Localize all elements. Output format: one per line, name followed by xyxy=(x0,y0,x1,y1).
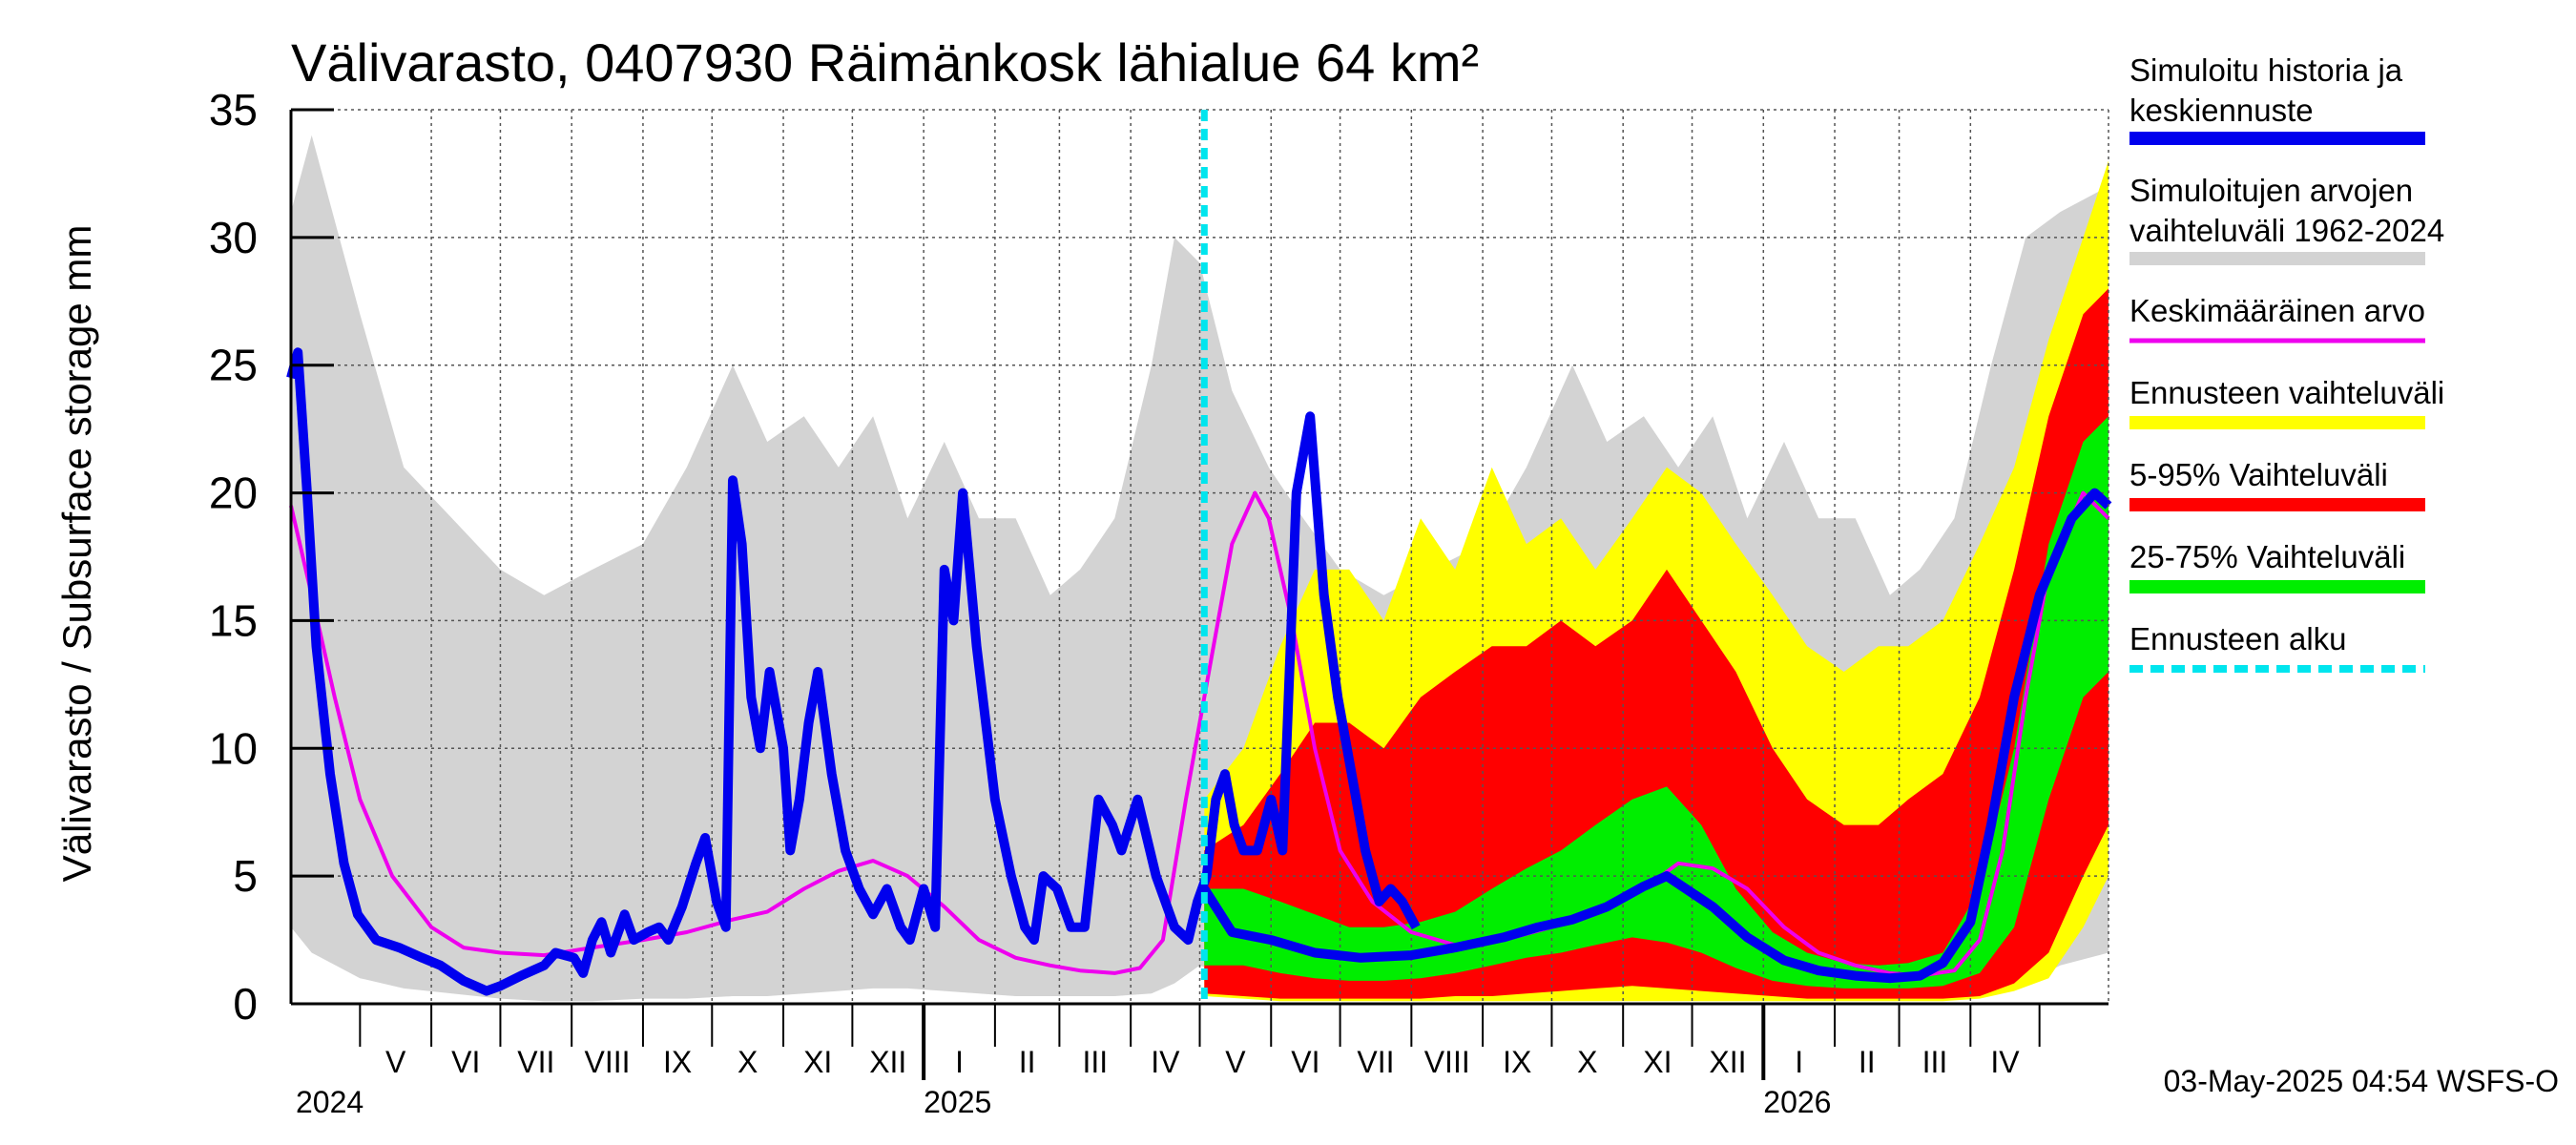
year-label: 2026 xyxy=(1763,1085,1831,1119)
legend-label-line2: keskiennuste xyxy=(2129,93,2314,128)
month-label: IX xyxy=(663,1045,692,1079)
month-label: VIII xyxy=(1424,1045,1470,1079)
legend-label: Keskimääräinen arvo xyxy=(2129,293,2425,328)
legend-item: Ennusteen vaihteluväli xyxy=(2129,375,2444,429)
p25-75-area xyxy=(1204,416,2109,989)
month-label: IV xyxy=(1990,1045,2020,1079)
legend-label: 5-95% Vaihteluväli xyxy=(2129,457,2388,492)
month-label: VII xyxy=(1357,1045,1394,1079)
chart-title: Välivarasto, 0407930 Räimänkosk lähialue… xyxy=(291,32,1479,93)
mean-forecast-line xyxy=(1200,488,2112,984)
series-lines xyxy=(286,347,2112,996)
legend-label-line1: Simuloitu historia ja xyxy=(2129,52,2403,88)
month-label: II xyxy=(1859,1045,1876,1079)
month-label: I xyxy=(955,1045,964,1079)
p5-95-area xyxy=(1204,288,2109,999)
month-label: VI xyxy=(1291,1045,1319,1079)
y-axis-label: Välivarasto / Subsurface storage mm xyxy=(54,225,99,883)
month-label: II xyxy=(1019,1045,1036,1079)
y-tick-label: 30 xyxy=(209,213,258,262)
simulated-history-line xyxy=(286,347,1421,996)
month-label: III xyxy=(1922,1045,1948,1079)
month-label: VII xyxy=(517,1045,554,1079)
month-label: IX xyxy=(1503,1045,1531,1079)
year-label: 2024 xyxy=(296,1085,364,1119)
legend-label: 25-75% Vaihteluväli xyxy=(2129,539,2405,574)
legend-label: Ennusteen vaihteluväli xyxy=(2129,375,2444,410)
y-tick-label: 10 xyxy=(209,723,258,773)
month-label: IV xyxy=(1151,1045,1180,1079)
legend-item: Simuloitu historia ja keskiennuste xyxy=(2129,52,2425,145)
y-tick-label: 20 xyxy=(209,468,258,518)
grid xyxy=(291,109,2109,1004)
legend-item: 5-95% Vaihteluväli xyxy=(2129,457,2425,511)
legend-item: Simuloitujen arvojen vaihteluväli 1962-20… xyxy=(2129,173,2444,265)
y-tick-label: 5 xyxy=(233,851,258,901)
month-label: XI xyxy=(803,1045,832,1079)
legend-item: Keskimääräinen arvo xyxy=(2129,293,2425,344)
y-axis-ticks: 0 5 10 15 20 25 30 35 xyxy=(209,85,334,1029)
month-label: X xyxy=(737,1045,758,1079)
average-line xyxy=(289,490,2110,978)
month-label: VIII xyxy=(585,1045,631,1079)
month-label: I xyxy=(1795,1045,1803,1079)
month-label: V xyxy=(385,1045,406,1079)
legend-label-line1: Simuloitujen arvojen xyxy=(2129,173,2413,208)
legend-label-line2: vaihteluväli 1962-2024 xyxy=(2129,213,2444,248)
month-label: III xyxy=(1082,1045,1108,1079)
x-axis-months: V VI VII VIII IX X XI XII I II III IV V VI VII VIII IX X X… xyxy=(359,1004,2041,1080)
month-label: V xyxy=(1225,1045,1246,1079)
footer-timestamp: 03-May-2025 04:54 WSFS-O xyxy=(2164,1064,2559,1098)
year-label: 2025 xyxy=(924,1085,991,1119)
y-tick-label: 15 xyxy=(209,595,258,645)
forecast-bands xyxy=(1204,160,2109,1002)
month-label: XII xyxy=(1709,1045,1746,1079)
legend-label: Ennusteen alku xyxy=(2129,621,2347,656)
month-label: VI xyxy=(451,1045,480,1079)
legend-item: 25-75% Vaihteluväli xyxy=(2129,539,2425,593)
y-tick-label: 25 xyxy=(209,341,258,390)
month-label: XII xyxy=(869,1045,906,1079)
legend: Simuloitu historia jakeskiennusteSimuloi… xyxy=(2129,52,2444,673)
y-tick-label: 0 xyxy=(233,979,258,1029)
x-axis-years: 2024 2025 2026 xyxy=(296,1085,1831,1119)
month-label: X xyxy=(1577,1045,1597,1079)
month-label: XI xyxy=(1643,1045,1672,1079)
legend-item: Ennusteen alku xyxy=(2129,621,2425,673)
y-tick-label: 35 xyxy=(209,85,258,135)
